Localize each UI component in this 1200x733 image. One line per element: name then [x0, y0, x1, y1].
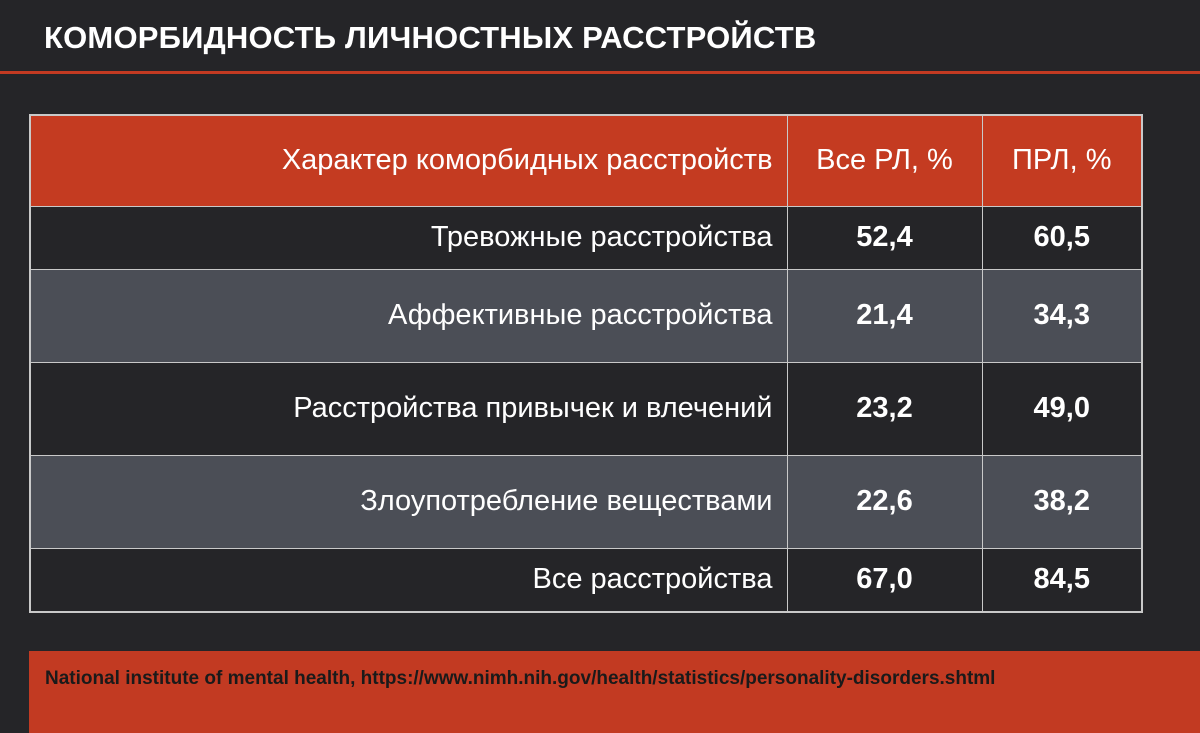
table-row: Тревожные расстройства 52,4 60,5 [29, 205, 1143, 270]
all-pd-value: 21,4 [786, 268, 983, 363]
bpd-value: 60,5 [981, 205, 1143, 270]
row-label: Расстройства привычек и влечений [29, 361, 788, 456]
all-pd-value: 23,2 [786, 361, 983, 456]
table-row: Расстройства привычек и влечений 23,2 49… [29, 361, 1143, 456]
bpd-value: 84,5 [981, 547, 1143, 613]
bpd-value: 49,0 [981, 361, 1143, 456]
column-header-bpd: ПРЛ, % [981, 114, 1143, 207]
row-label: Все расстройства [29, 547, 788, 613]
row-label: Тревожные расстройства [29, 205, 788, 270]
bpd-value: 34,3 [981, 268, 1143, 363]
all-pd-value: 67,0 [786, 547, 983, 613]
source-citation: National institute of mental health, htt… [45, 668, 996, 689]
page-title: КОМОРБИДНОСТЬ ЛИЧНОСТНЫХ РАССТРОЙСТВ [44, 20, 817, 55]
table-row: Аффективные расстройства 21,4 34,3 [29, 268, 1143, 363]
bpd-value: 38,2 [981, 454, 1143, 549]
comorbidity-table: Характер коморбидных расстройств Все РЛ,… [29, 114, 1143, 613]
table-row-total: Все расстройства 67,0 84,5 [29, 547, 1143, 613]
title-underline [0, 71, 1200, 74]
table-header-row: Характер коморбидных расстройств Все РЛ,… [29, 114, 1143, 207]
all-pd-value: 52,4 [786, 205, 983, 270]
column-header-disorder-type: Характер коморбидных расстройств [29, 114, 788, 207]
column-header-all-pd: Все РЛ, % [786, 114, 983, 207]
source-footer: National institute of mental health, htt… [29, 651, 1200, 733]
row-label: Аффективные расстройства [29, 268, 788, 363]
all-pd-value: 22,6 [786, 454, 983, 549]
row-label: Злоупотребление веществами [29, 454, 788, 549]
table-row: Злоупотребление веществами 22,6 38,2 [29, 454, 1143, 549]
